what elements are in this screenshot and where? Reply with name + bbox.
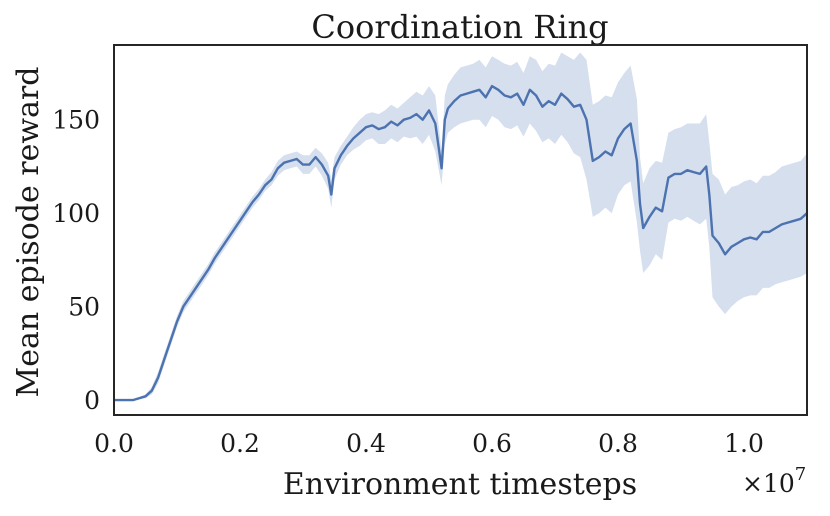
y-tick-label: 50 [68,293,100,322]
series-line [114,84,808,402]
chart-title: Coordination Ring [311,8,608,46]
plot-frame [113,44,808,416]
x-axis-offset-base: ×10 [742,469,795,498]
y-tick-label: 150 [52,106,100,135]
x-tick-label: 0.6 [472,429,512,458]
x-tick-label: 0.0 [94,429,134,458]
x-axis-offset-exponent: 7 [795,464,806,485]
x-tick-label: 0.4 [346,429,386,458]
x-axis-ticks: 0.0 0.2 0.4 0.6 0.8 1.0 [94,429,764,458]
x-axis-label: Environment timesteps [283,467,637,502]
x-tick-label: 1.0 [724,429,764,458]
plot-area [113,44,808,416]
y-tick-label: 100 [52,199,100,228]
x-tick-label: 0.2 [220,429,260,458]
y-tick-label: 0 [84,386,100,415]
y-axis-ticks: 0 50 100 150 [52,106,100,415]
confidence-band [114,52,807,401]
x-tick-label: 0.8 [598,429,638,458]
y-axis-label: Mean episode reward [11,67,46,398]
x-axis-offset: ×107 [742,464,806,498]
